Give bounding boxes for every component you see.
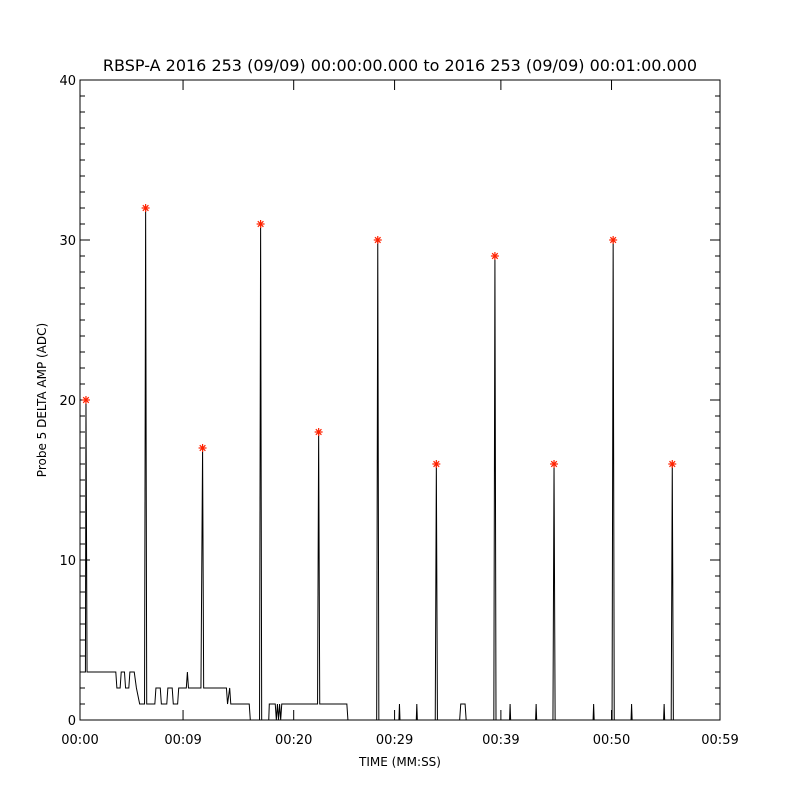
y-axis-label: Probe 5 DELTA AMP (ADC) <box>35 323 49 477</box>
peak-marker <box>373 236 382 244</box>
peak-marker <box>141 204 150 212</box>
peak-marker <box>490 252 499 260</box>
y-tick-label: 40 <box>59 74 76 89</box>
x-tick-label: 00:59 <box>701 733 738 748</box>
peak-marker <box>668 460 677 468</box>
peak-marker <box>256 220 265 228</box>
peak-markers <box>81 204 677 468</box>
peak-marker <box>314 428 323 436</box>
x-axis-label: TIME (MM:SS) <box>358 755 441 769</box>
x-tick-label: 00:50 <box>593 733 630 748</box>
x-tick-label: 00:09 <box>164 733 201 748</box>
y-tick-label: 10 <box>59 554 76 569</box>
axis-ticks <box>79 79 721 721</box>
peak-marker <box>432 460 441 468</box>
chart-title: RBSP-A 2016 253 (09/09) 00:00:00.000 to … <box>103 56 697 75</box>
y-tick-label: 0 <box>68 714 76 729</box>
x-tick-label: 00:39 <box>482 733 519 748</box>
series-trace <box>80 207 720 721</box>
peak-marker <box>81 396 90 404</box>
x-tick-label: 00:20 <box>275 733 312 748</box>
x-tick-labels: 00:00 00:09 00:20 00:29 00:39 00:50 00:59 <box>61 733 738 748</box>
plot-frame <box>79 79 721 721</box>
y-tick-label: 30 <box>59 234 76 249</box>
peak-marker <box>198 444 207 452</box>
peak-marker <box>550 460 559 468</box>
peak-marker <box>609 236 618 244</box>
y-tick-label: 20 <box>59 394 76 409</box>
x-tick-label: 00:00 <box>61 733 98 748</box>
y-tick-labels: 0 10 20 30 40 <box>59 74 76 729</box>
x-tick-label: 00:29 <box>376 733 413 748</box>
